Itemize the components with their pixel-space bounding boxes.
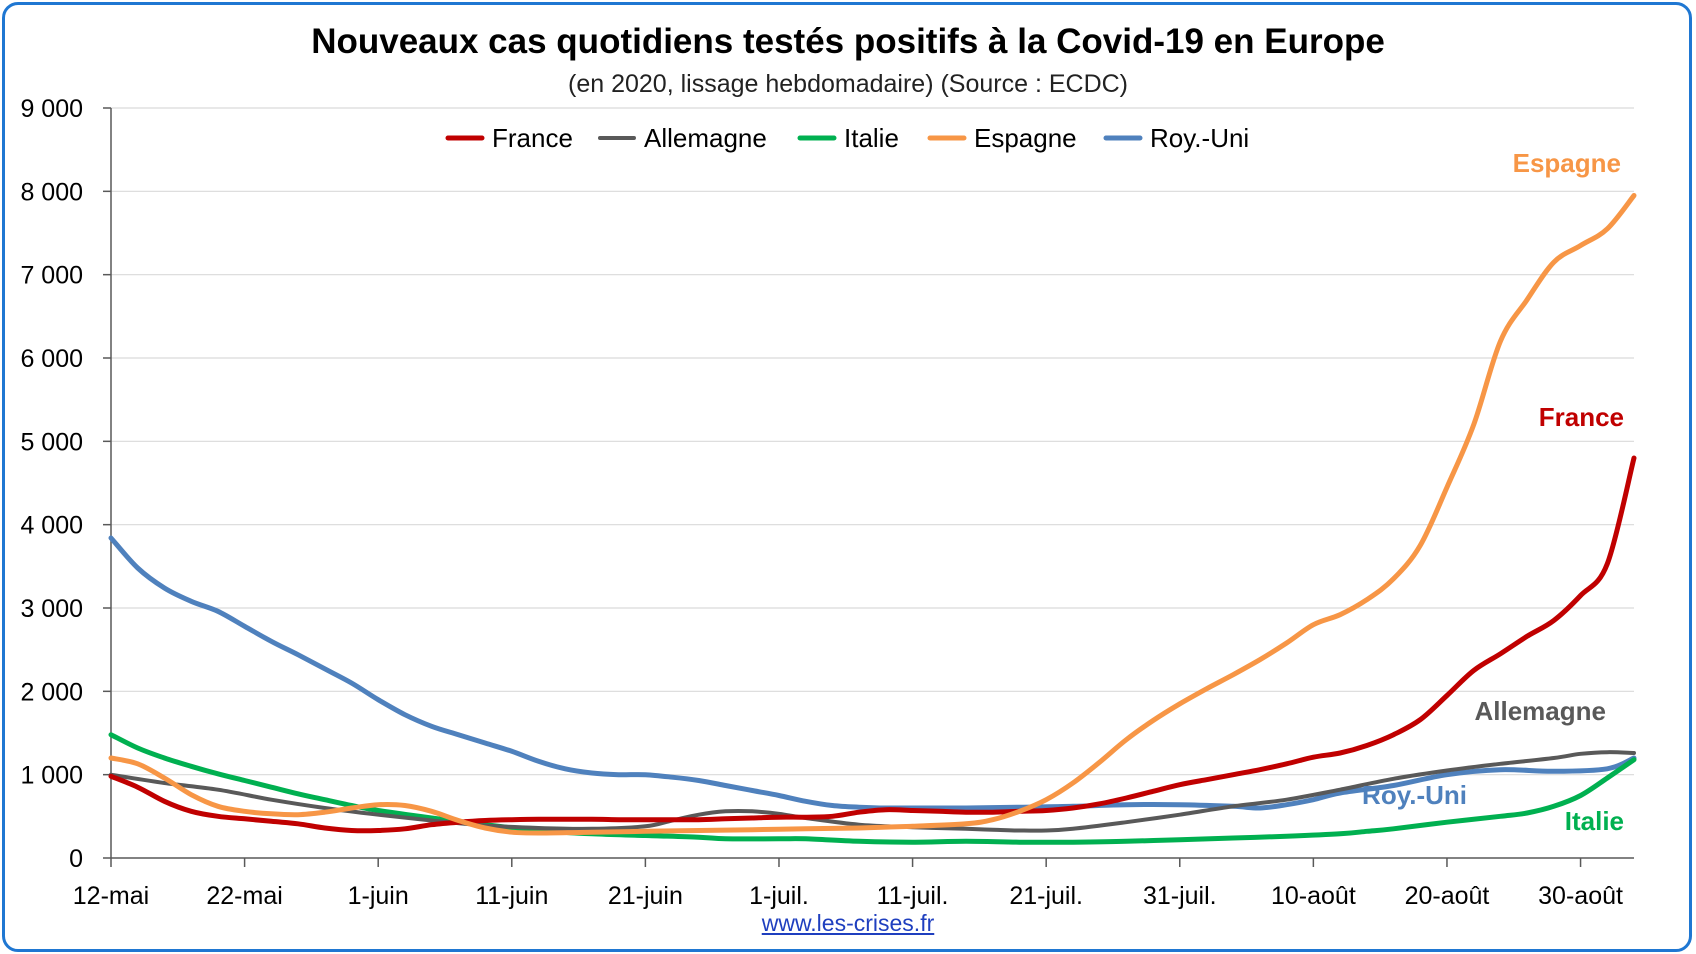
x-tick-label: 31-juil. <box>1143 882 1217 910</box>
chart-title: Nouveaux cas quotidiens testés positifs … <box>311 22 1385 61</box>
y-tick-label: 7 000 <box>20 262 83 290</box>
end-label: Italie <box>1565 806 1624 836</box>
series-line-espagne <box>108 193 1637 836</box>
chart-subtitle: (en 2020, lissage hebdomadaire) (Source … <box>568 70 1128 98</box>
series-lines <box>108 193 1637 845</box>
x-tick-label: 20-août <box>1405 882 1490 910</box>
legend: France Allemagne Italie Espagne Roy.-Uni <box>445 123 1249 153</box>
legend-item-label: Italie <box>844 123 899 153</box>
y-tick-label: 5 000 <box>20 428 83 456</box>
source-footer: www.les-crises.fr <box>0 910 1696 937</box>
series-line-france <box>108 455 1637 834</box>
legend-item-label: France <box>492 123 573 153</box>
gridlines <box>111 107 1634 776</box>
end-label: Allemagne <box>1475 696 1607 726</box>
legend-item-label: Roy.-Uni <box>1150 123 1249 153</box>
x-axis-ticks: 12-mai 22-mai 1-juin 11-juin 21-juin 1-juil. 1… <box>73 858 1623 910</box>
x-tick-label: 21-juil. <box>1009 882 1083 910</box>
axes <box>110 108 1634 859</box>
y-axis-ticks: 0 1 000 2 000 3 000 4 000 5 000 6 000 7 000 8 00… <box>20 95 111 873</box>
x-tick-label: 22-mai <box>206 882 282 910</box>
legend-item-label: Allemagne <box>644 123 767 153</box>
x-tick-label: 11-juil. <box>877 882 949 910</box>
y-tick-label: 9 000 <box>20 95 83 123</box>
end-label: Espagne <box>1513 148 1621 178</box>
source-link[interactable]: www.les-crises.fr <box>761 910 935 936</box>
y-tick-label: 6 000 <box>20 345 83 373</box>
x-tick-label: 1-juil. <box>749 882 809 910</box>
series-line-italie <box>108 732 1637 845</box>
x-tick-label: 10-août <box>1271 882 1356 910</box>
y-tick-label: 0 <box>69 845 83 873</box>
end-label: Roy.-Uni <box>1362 780 1467 810</box>
end-label: France <box>1539 402 1624 432</box>
y-tick-label: 4 000 <box>20 512 83 540</box>
x-tick-label: 11-juin <box>475 882 548 910</box>
y-tick-label: 8 000 <box>20 178 83 206</box>
x-tick-label: 30-août <box>1538 882 1623 910</box>
x-tick-label: 12-mai <box>73 882 149 910</box>
series-line-royuni <box>108 535 1637 811</box>
y-tick-label: 3 000 <box>20 595 83 623</box>
y-tick-label: 1 000 <box>20 762 83 790</box>
y-tick-label: 2 000 <box>20 678 83 706</box>
series-end-labels: France Allemagne Italie Espagne Roy.-Uni <box>1362 148 1624 836</box>
x-tick-label: 1-juin <box>348 882 409 910</box>
legend-item-label: Espagne <box>974 123 1077 153</box>
x-tick-label: 21-juin <box>608 882 683 910</box>
